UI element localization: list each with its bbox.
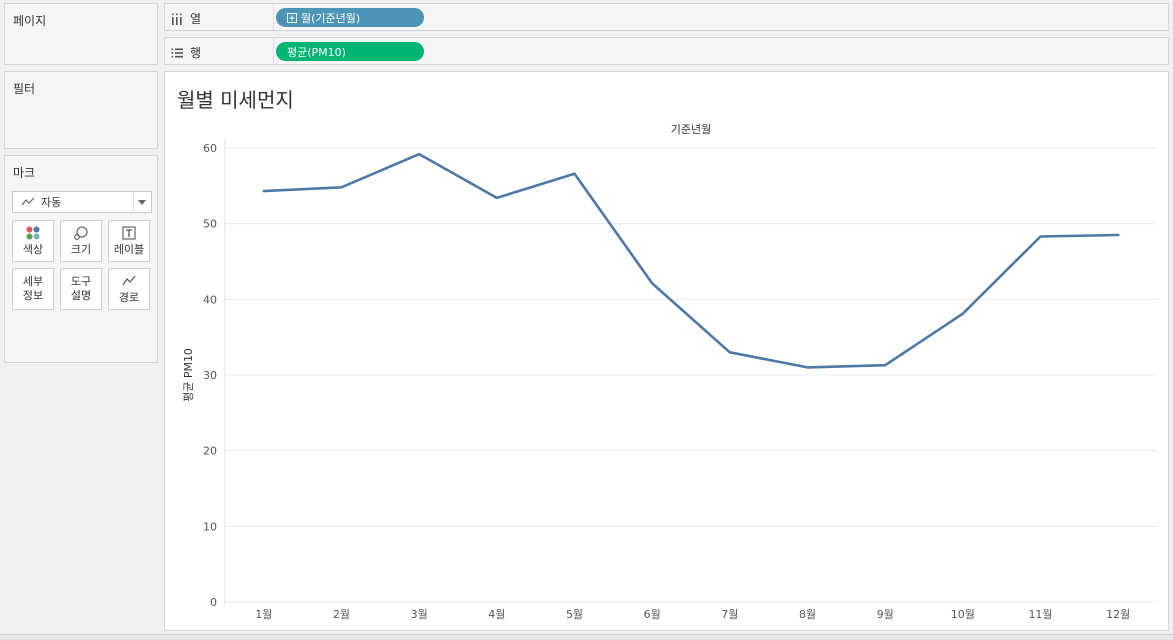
columns-shelf-label: 열 xyxy=(190,12,202,26)
detail-button-label: 세부 정보 xyxy=(22,275,44,302)
line-mark-icon xyxy=(21,197,35,206)
x-tick-label: 6월 xyxy=(644,608,661,621)
filters-card[interactable]: 필터 xyxy=(4,71,158,149)
mark-type-dropdown[interactable]: 자동 xyxy=(12,191,152,213)
rows-shelf-label: 행 xyxy=(190,46,202,60)
sheet-title: 월별 미세먼지 xyxy=(177,88,294,112)
path-icon xyxy=(122,275,136,286)
y-tick-label: 20 xyxy=(203,445,217,458)
x-tick-label: 1월 xyxy=(255,608,272,621)
shelf-divider xyxy=(273,38,274,64)
y-tick-label: 0 xyxy=(210,596,217,609)
rows-icon xyxy=(171,48,183,57)
column-header-label: 기준년월 xyxy=(671,123,711,136)
rows-shelf-header: 행 xyxy=(171,44,201,61)
size-icon xyxy=(74,226,88,240)
y-axis-title: 평균 PM10 xyxy=(182,348,195,402)
x-tick-label: 10월 xyxy=(951,608,975,621)
x-tick-label: 4월 xyxy=(488,608,505,621)
columns-icon xyxy=(172,13,182,25)
mark-type-label: 자동 xyxy=(41,196,62,209)
tooltip-button[interactable]: 도구 설명 xyxy=(60,268,102,310)
x-tick-label: 9월 xyxy=(877,608,894,621)
color-button[interactable]: 색상 xyxy=(12,220,54,262)
pages-card-title: 페이지 xyxy=(13,14,47,28)
x-tick-label: 3월 xyxy=(411,608,428,621)
x-tick-label: 2월 xyxy=(333,608,350,621)
chevron-down-icon[interactable] xyxy=(133,192,149,212)
path-button[interactable]: 경로 xyxy=(108,268,150,310)
marks-card-title: 마크 xyxy=(13,166,36,180)
color-button-label: 색상 xyxy=(22,243,44,256)
y-tick-label: 30 xyxy=(203,369,217,382)
columns-shelf-header: 열 xyxy=(171,10,201,27)
color-icon xyxy=(26,226,40,240)
x-tick-label: 8월 xyxy=(799,608,816,621)
month-pill-label: 월(기준년월) xyxy=(301,11,361,25)
size-button-label: 크기 xyxy=(70,243,92,256)
tooltip-button-label: 도구 설명 xyxy=(70,275,92,302)
pm10-series-line xyxy=(262,152,1120,369)
pages-card[interactable]: 페이지 xyxy=(4,3,158,65)
label-button-label: 레이블 xyxy=(113,243,145,256)
x-tick-label: 12월 xyxy=(1106,608,1130,621)
path-button-label: 경로 xyxy=(118,291,140,304)
shelf-divider xyxy=(273,4,274,30)
x-tick-label: 5월 xyxy=(566,608,583,621)
rows-shelf[interactable]: 행 평균(PM10) xyxy=(164,37,1169,65)
label-button[interactable]: 레이블 xyxy=(108,220,150,262)
y-tick-label: 10 xyxy=(203,520,217,533)
x-tick-label: 11월 xyxy=(1028,608,1052,621)
filters-card-title: 필터 xyxy=(13,82,36,96)
columns-shelf[interactable]: 열 월(기준년월) xyxy=(164,3,1169,31)
expand-plus-icon[interactable] xyxy=(287,12,297,23)
y-tick-label: 60 xyxy=(203,142,217,155)
pm10-pill[interactable]: 평균(PM10) xyxy=(276,42,424,61)
size-button[interactable]: 크기 xyxy=(60,220,102,262)
detail-button[interactable]: 세부 정보 xyxy=(12,268,54,310)
y-tick-label: 40 xyxy=(203,293,217,306)
y-tick-label: 50 xyxy=(203,218,217,231)
sheet-tabs-strip[interactable] xyxy=(0,634,1173,640)
pm10-pill-label: 평균(PM10) xyxy=(287,45,346,59)
marks-card: 마크 자동 색상 크기 레이블 세부 정보 도구 설명 경로 xyxy=(4,155,158,363)
x-tick-label: 7월 xyxy=(721,608,738,621)
month-pill[interactable]: 월(기준년월) xyxy=(276,8,424,27)
label-icon xyxy=(122,226,136,240)
